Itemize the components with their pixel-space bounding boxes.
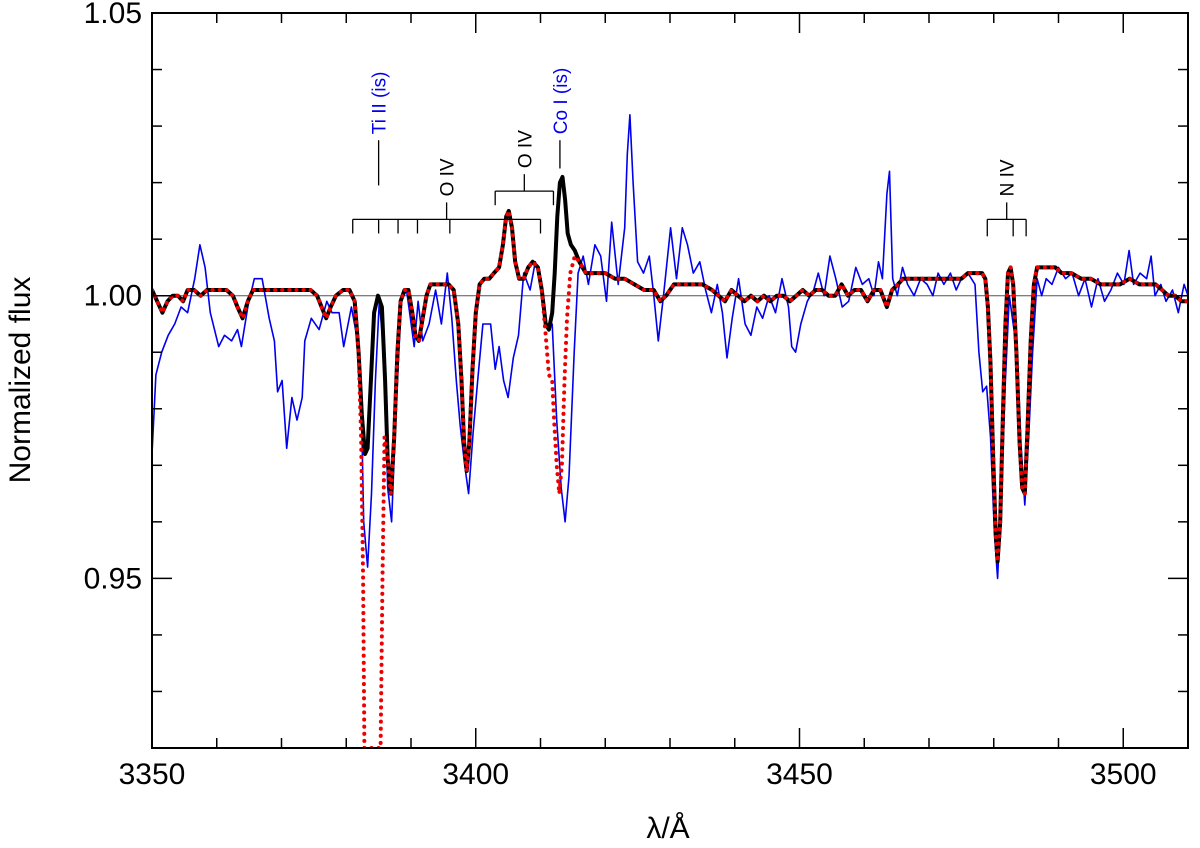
line-id-label: N IV	[998, 159, 1019, 196]
line-id-marker: Ti II (is)	[370, 72, 391, 186]
y-axis-title: Normalized flux	[4, 277, 37, 484]
line-id-label: Ti II (is)	[370, 72, 391, 135]
x-tick-label: 3350	[119, 758, 186, 791]
series-model-dotted	[152, 208, 1188, 748]
line-id-label: Co I (is)	[551, 68, 572, 135]
series-observed	[152, 114, 1188, 580]
x-tick-label: 3500	[1090, 758, 1157, 791]
y-tick-label: 0.95	[84, 562, 142, 595]
plot-frame	[151, 12, 1189, 749]
y-tick-label: 1.05	[84, 0, 142, 30]
line-id-marker: O IV	[494, 130, 555, 206]
y-tick-label: 1.00	[84, 280, 142, 313]
plot-area	[151, 12, 1189, 749]
x-tick-label: 3400	[442, 758, 509, 791]
line-id-marker: O IV	[352, 158, 542, 234]
line-id-marker: N IV	[986, 159, 1027, 237]
line-identifications: Ti II (is) O IV O IV Co I (is) N IV	[352, 68, 1027, 237]
x-axis-title: λ/Å	[646, 812, 689, 845]
tick-labels: 3350 3400 3450 3500 0.95 1.00 1.05	[84, 0, 1157, 791]
line-id-label: O IV	[438, 158, 459, 196]
x-tick-label: 3450	[766, 758, 833, 791]
line-id-label: O IV	[515, 130, 536, 168]
axis-ticks	[151, 12, 1189, 749]
line-id-marker: Co I (is)	[551, 68, 572, 169]
